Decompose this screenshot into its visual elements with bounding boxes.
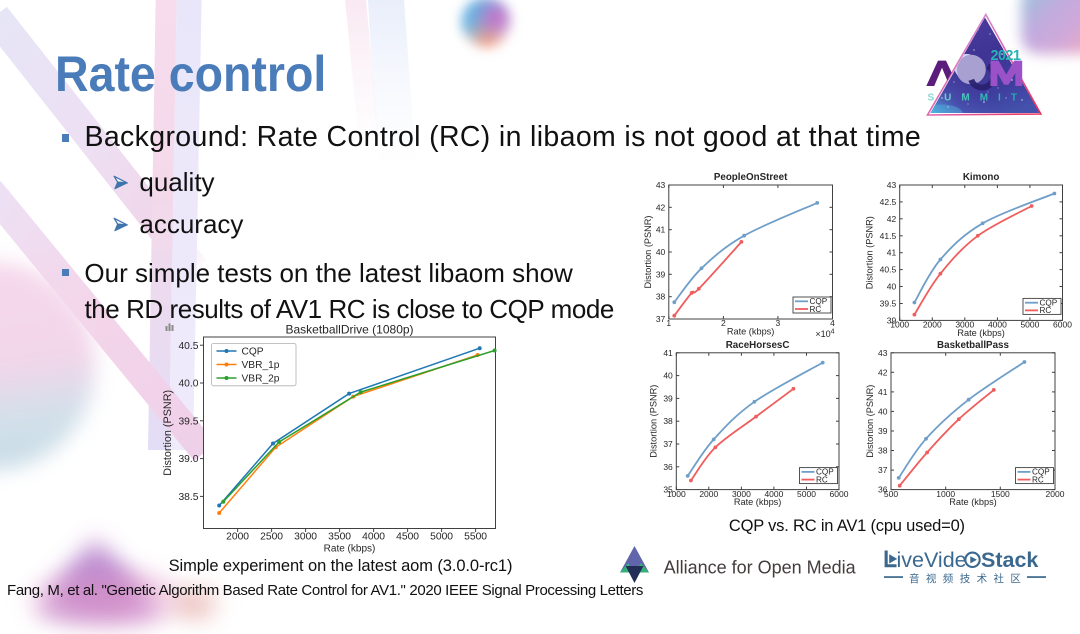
svg-text:2000: 2000 [699,489,718,499]
svg-text:CQP: CQP [810,297,828,306]
svg-text:39: 39 [887,315,897,325]
svg-text:VBR_1p: VBR_1p [242,360,280,371]
svg-text:CQP: CQP [1040,299,1058,308]
svg-text:41: 41 [887,248,897,258]
svg-text:Distortion (PSNR): Distortion (PSNR) [865,385,875,458]
svg-text:6000: 6000 [1053,320,1072,330]
svg-text:39.5: 39.5 [880,299,897,309]
svg-text:40: 40 [656,247,666,257]
svg-text:4000: 4000 [362,532,385,543]
svg-text:1000: 1000 [667,489,686,499]
svg-text:40.5: 40.5 [880,265,897,275]
svg-text:4: 4 [830,318,835,328]
svg-text:iveVide: iveVide [897,548,967,572]
svg-text:RC: RC [1040,306,1052,315]
svg-text:PeopleOnStreet: PeopleOnStreet [714,172,788,183]
svg-text:Alliance for Open Media: Alliance for Open Media [664,558,857,578]
svg-text:5000: 5000 [430,532,453,543]
svg-text:5000: 5000 [797,489,816,499]
svg-text:43: 43 [878,348,888,358]
svg-text:Rate (kbps): Rate (kbps) [949,497,997,507]
svg-text:38.5: 38.5 [178,492,198,503]
svg-text:3: 3 [776,318,781,328]
svg-text:5000: 5000 [1020,320,1039,330]
svg-text:35: 35 [663,485,673,495]
svg-text:Stack: Stack [981,548,1038,572]
svg-text:3500: 3500 [328,532,351,543]
svg-text:40: 40 [887,282,897,292]
svg-text:40.5: 40.5 [178,341,198,352]
svg-text:CQP: CQP [1032,468,1050,477]
svg-text:RaceHorsesC: RaceHorsesC [726,340,790,351]
svg-text:RC: RC [816,475,828,484]
svg-text:BasketballDrive (1080p): BasketballDrive (1080p) [285,323,413,337]
svg-text:Distortion (PSNR): Distortion (PSNR) [162,390,174,476]
svg-text:41: 41 [663,348,673,358]
svg-text:39: 39 [656,269,666,279]
svg-text:Rate (kbps): Rate (kbps) [957,328,1005,338]
svg-text:38: 38 [656,292,666,302]
svg-text:38: 38 [663,416,673,426]
svg-text:RC: RC [810,305,822,314]
svg-text:39: 39 [663,393,673,403]
svg-text:37: 37 [656,314,666,324]
svg-text:3000: 3000 [294,532,317,543]
svg-text:43: 43 [656,180,666,190]
svg-text:40: 40 [663,371,673,381]
svg-text:Kimono: Kimono [963,172,999,183]
svg-text:37: 37 [878,465,888,475]
svg-text:500: 500 [884,489,898,499]
svg-text:3000: 3000 [732,489,751,499]
svg-text:1000: 1000 [890,320,909,330]
svg-text:Rate (kbps): Rate (kbps) [727,327,775,337]
svg-text:41: 41 [656,225,666,235]
svg-text:6000: 6000 [830,489,849,499]
svg-text:42: 42 [887,214,897,224]
svg-text:36: 36 [878,485,888,495]
svg-text:2000: 2000 [226,532,249,543]
svg-text:CQP: CQP [242,347,264,358]
svg-text:4500: 4500 [396,532,419,543]
svg-text:1: 1 [666,318,671,328]
svg-text:VBR_2p: VBR_2p [242,374,280,385]
svg-text:RC: RC [1032,475,1044,484]
svg-text:1000: 1000 [936,489,955,499]
svg-text:1500: 1500 [991,489,1010,499]
svg-text:CQP: CQP [816,468,834,477]
svg-text:2000: 2000 [923,320,942,330]
svg-text:37: 37 [663,439,673,449]
svg-text:41.5: 41.5 [880,231,897,241]
svg-text:39: 39 [878,426,888,436]
svg-text:39.5: 39.5 [178,416,198,427]
svg-text:BasketballPass: BasketballPass [937,340,1009,351]
svg-text:40: 40 [878,406,888,416]
svg-text:42.5: 42.5 [880,197,897,207]
svg-text:2: 2 [721,318,726,328]
svg-text:38: 38 [878,446,888,456]
svg-text:×104: ×104 [815,329,834,340]
svg-text:Distortion (PSNR): Distortion (PSNR) [865,216,875,289]
svg-text:42: 42 [878,367,888,377]
svg-text:39.0: 39.0 [178,454,198,465]
svg-text:5500: 5500 [464,532,487,543]
svg-text:4000: 4000 [764,489,783,499]
svg-text:Distortion (PSNR): Distortion (PSNR) [643,215,653,288]
svg-text:41: 41 [878,387,888,397]
svg-text:Rate (kbps): Rate (kbps) [324,544,376,555]
svg-text:SUMMIT: SUMMIT [928,93,1027,104]
svg-text:3000: 3000 [955,320,974,330]
svg-text:40.0: 40.0 [178,379,198,390]
svg-text:2021: 2021 [991,48,1021,64]
svg-text:4000: 4000 [988,320,1007,330]
svg-text:Rate (kbps): Rate (kbps) [734,497,782,507]
svg-text:36: 36 [663,462,673,472]
svg-text:43: 43 [887,180,897,190]
svg-text:Distortion (PSNR): Distortion (PSNR) [648,385,658,458]
svg-text:音视频技术社区: 音视频技术社区 [909,572,1027,585]
svg-text:2500: 2500 [260,532,283,543]
svg-text:42: 42 [656,202,666,212]
svg-text:2000: 2000 [1046,489,1065,499]
